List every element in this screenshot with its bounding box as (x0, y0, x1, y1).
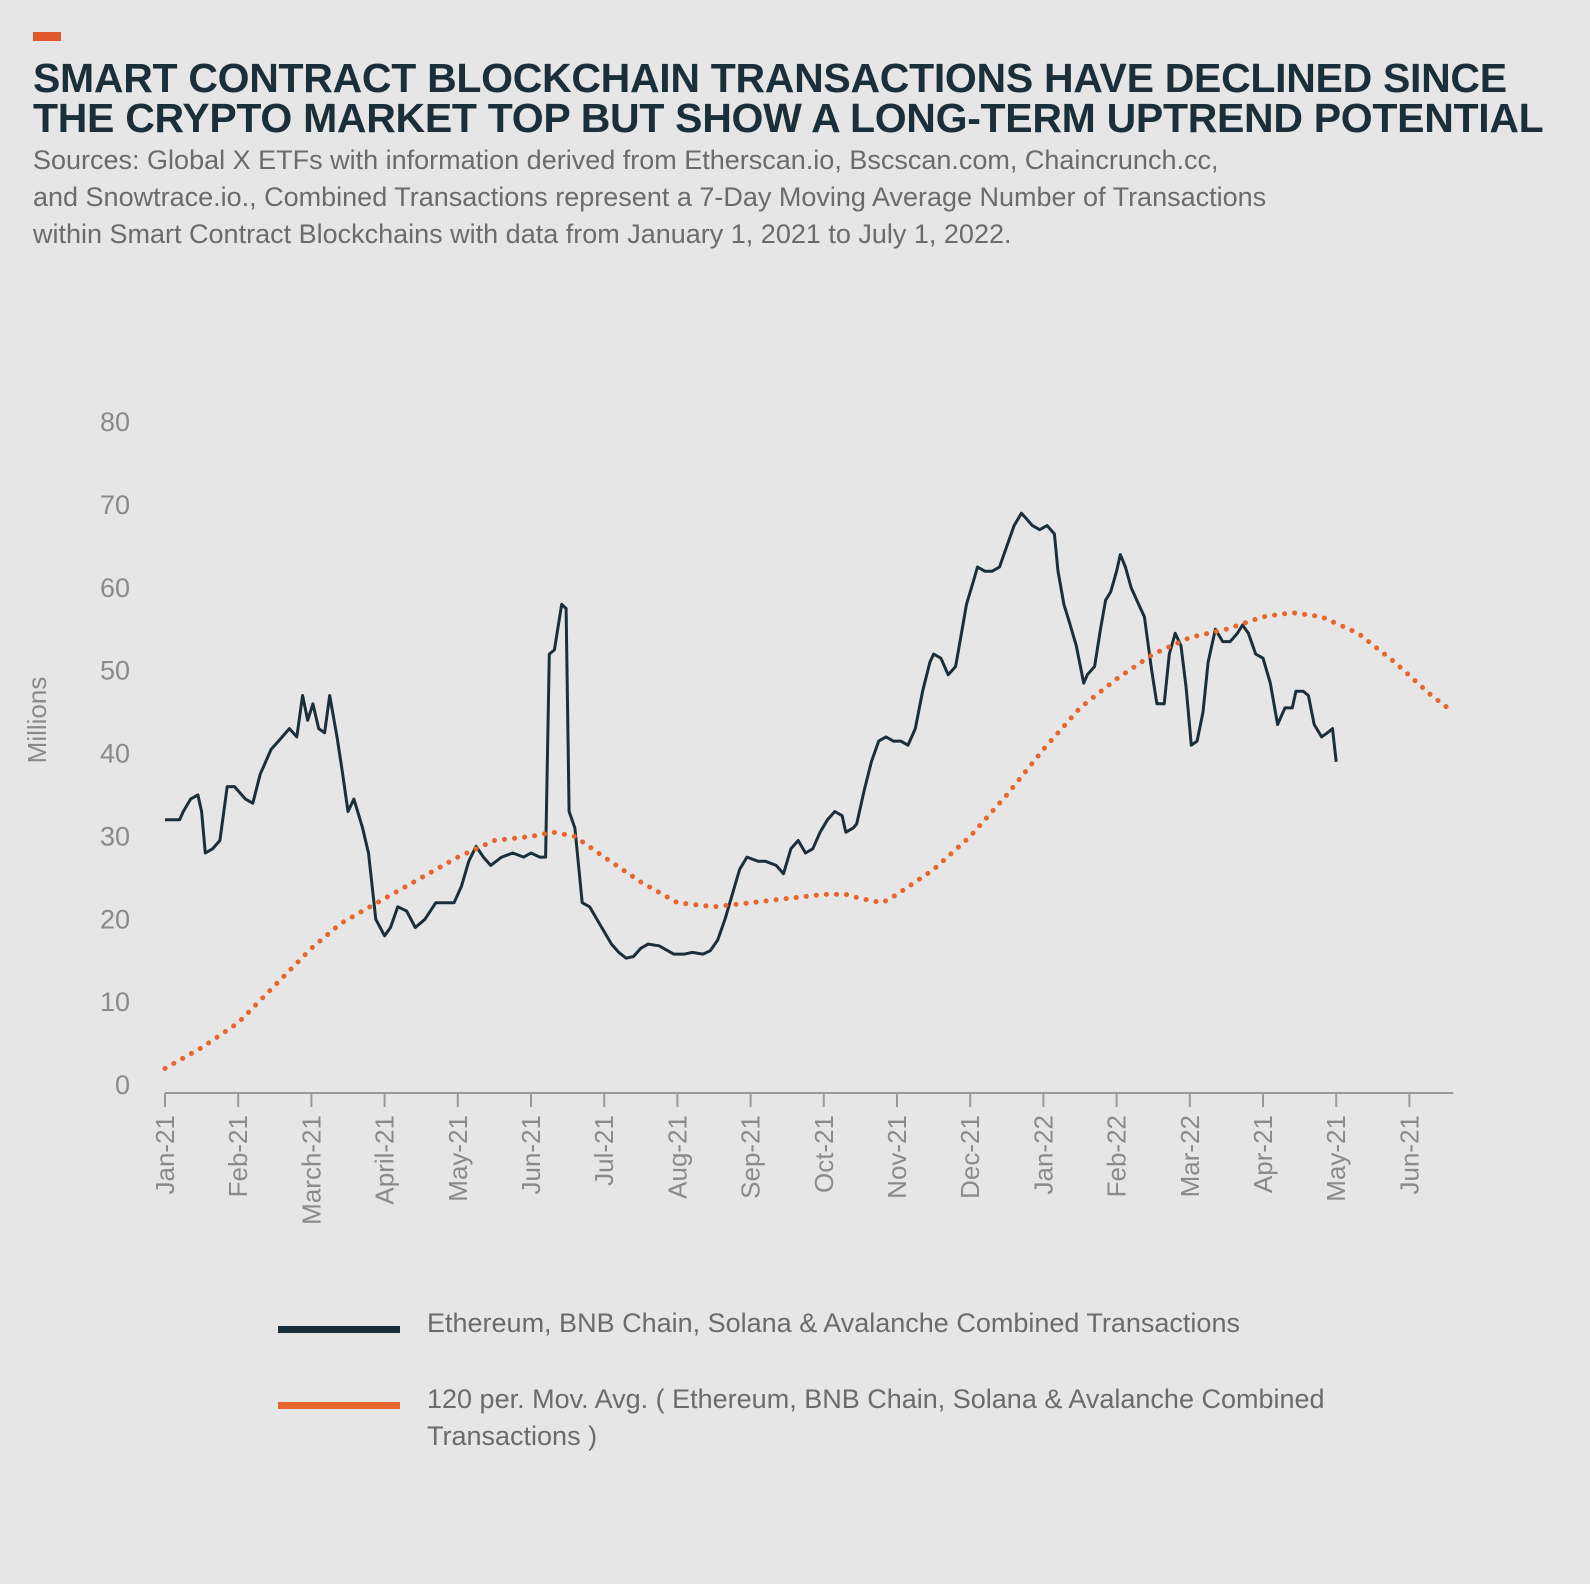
x-tick-label: Oct-21 (809, 1115, 839, 1193)
series-line-transactions-hidden (1336, 762, 1381, 929)
x-tick-label: Sep-21 (736, 1115, 766, 1199)
y-tick-label: 40 (100, 739, 130, 769)
x-tick-label: Feb-22 (1102, 1115, 1132, 1197)
x-tick-label: Feb-21 (223, 1115, 253, 1197)
y-tick-label: 80 (100, 407, 130, 437)
chart-title-line: THE CRYPTO MARKET TOP BUT SHOW A LONG-TE… (33, 95, 1544, 141)
legend-swatch-solid (278, 1326, 400, 1333)
legend-label: 120 per. Mov. Avg. ( Ethereum, BNB Chain… (427, 1384, 1325, 1451)
x-tick-label: Jul-21 (589, 1115, 619, 1186)
x-tick-label: Jan-22 (1028, 1115, 1058, 1195)
x-tick-label: Aug-21 (662, 1115, 692, 1199)
x-tick-label: Jun-21 (516, 1115, 546, 1195)
y-tick-label: 50 (100, 656, 130, 686)
series-line-transactions (165, 511, 1338, 960)
chart-subtitle: Sources: Global X ETFs with information … (33, 142, 1553, 253)
subtitle-line: within Smart Contract Blockchains with d… (33, 219, 1012, 249)
x-tick-label: Mar-22 (1175, 1115, 1205, 1197)
x-tick-label: Apr-21 (1248, 1115, 1278, 1193)
y-tick-label: 60 (100, 573, 130, 603)
legend: Ethereum, BNB Chain, Solana & Avalanche … (278, 1305, 1378, 1451)
subtitle-line: and Snowtrace.io., Combined Transactions… (33, 182, 1267, 212)
x-tick-label: Nov-21 (882, 1115, 912, 1199)
line-chart: Millions 0 10 20 30 40 50 60 70 80 Jan-21 Feb-21 Mar… (22, 407, 1456, 1225)
legend-label: Ethereum, BNB Chain, Solana & Avalanche … (427, 1308, 1240, 1338)
y-tick-label: 20 (100, 904, 130, 934)
legend-item-moving-average: 120 per. Mov. Avg. ( Ethereum, BNB Chain… (278, 1381, 1378, 1451)
x-tick-label: Jun-21 (1394, 1115, 1424, 1195)
x-tick-label: April-21 (370, 1115, 400, 1205)
accent-bar (33, 32, 61, 41)
x-tick-label: Jan-21 (150, 1115, 180, 1195)
x-tick-label: May-21 (1321, 1115, 1351, 1202)
y-tick-label: 0 (115, 1070, 130, 1100)
x-tick-label: Dec-21 (955, 1115, 985, 1199)
legend-swatch-dotted (278, 1402, 400, 1409)
y-axis-label: Millions (22, 677, 52, 764)
y-tick-label: 10 (100, 987, 130, 1017)
subtitle-line: Sources: Global X ETFs with information … (33, 145, 1219, 175)
legend-item-transactions: Ethereum, BNB Chain, Solana & Avalanche … (278, 1305, 1378, 1365)
y-tick-label: 70 (100, 490, 130, 520)
y-tick-label: 30 (100, 821, 130, 851)
x-tick-label: May-21 (443, 1115, 473, 1202)
x-tick-label: March-21 (296, 1115, 326, 1225)
chart-title-line: SMART CONTRACT BLOCKCHAIN TRANSACTIONS H… (33, 55, 1507, 101)
chart-title: SMART CONTRACT BLOCKCHAIN TRANSACTIONS H… (33, 55, 1553, 141)
series-line-moving-average (162, 610, 1456, 1071)
